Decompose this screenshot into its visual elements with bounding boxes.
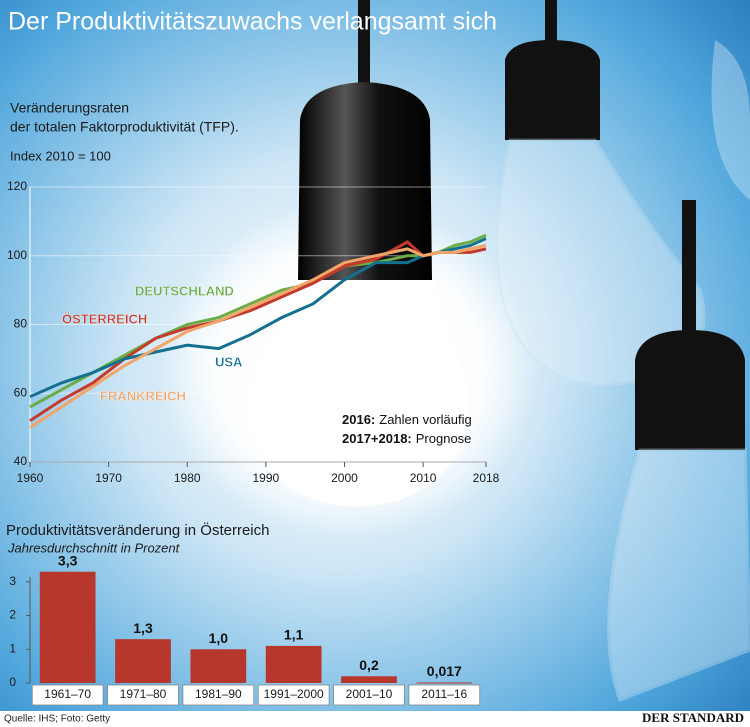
annotation-bold: 2016:: [342, 412, 375, 427]
value-label: 1,1: [284, 627, 304, 643]
bar: [190, 649, 247, 683]
y-tick-label: 3: [9, 574, 16, 588]
annotation-text: Zahlen vorläufig: [379, 412, 472, 427]
category-box: [257, 684, 330, 706]
category-box: [107, 684, 179, 706]
category-box: [408, 684, 481, 706]
y-tick-label: 2: [9, 608, 16, 622]
x-tick-label: 1971–80: [120, 687, 167, 701]
subtitle: der totalen Faktorproduktivität (TFP).: [10, 119, 239, 135]
category-box: [31, 684, 104, 706]
y-tick-label: 1: [9, 641, 16, 655]
source: Quelle: IHS; Foto: Getty: [4, 714, 110, 725]
x-tick-label: 2010: [410, 471, 437, 485]
y-tick-label: 100: [7, 248, 27, 262]
value-label: 0,2: [359, 657, 379, 673]
series-label: ÖSTERREICH: [62, 311, 147, 326]
value-label: 1,3: [133, 620, 153, 636]
annotation: 2016: Zahlen vorläufig: [342, 412, 472, 427]
footer-bar: [0, 711, 750, 727]
x-tick-label: 1970: [95, 471, 122, 485]
axis-label: Index 2010 = 100: [10, 148, 111, 163]
y-tick-label: 80: [14, 317, 28, 331]
bar: [341, 676, 397, 683]
line-series: [29, 243, 487, 429]
annotation-bold: 2017+2018:: [342, 431, 412, 446]
chart-title: Produktivitätsveränderung in Österreich: [6, 521, 269, 539]
x-tick-label: 2011–16: [421, 687, 467, 701]
series-label: DEUTSCHLAND: [135, 283, 234, 298]
x-tick-label: 2018: [473, 471, 500, 485]
series-label: USA: [215, 354, 243, 369]
category-box: [182, 684, 255, 706]
y-tick-label: 0: [9, 675, 16, 689]
bar: [416, 682, 473, 684]
x-tick-label: 1980: [174, 471, 201, 485]
value-label: 3,3: [58, 552, 78, 568]
subtitle: Jahresdurchschnitt in Prozent: [7, 540, 181, 555]
bar: [39, 571, 96, 683]
subtitle: Veränderungsraten: [10, 100, 129, 116]
series-label: FRANKREICH: [100, 388, 186, 403]
chart-title: Der Produktivitätszuwachs verlangsamt si…: [8, 8, 497, 36]
category-box: [333, 684, 405, 706]
x-tick-label: 1960: [17, 471, 44, 485]
x-tick-label: 2001–10: [346, 687, 393, 701]
annotation: 2017+2018: Prognose: [342, 431, 471, 446]
annotation-text: Prognose: [416, 431, 472, 446]
value-label: 1,0: [209, 630, 229, 646]
x-tick-label: 1991–2000: [264, 687, 324, 701]
value-label: 0,017: [427, 663, 462, 679]
y-tick-label: 120: [7, 179, 27, 193]
y-tick-label: 60: [14, 385, 28, 399]
x-tick-label: 1990: [253, 471, 280, 485]
y-tick-label: 40: [14, 454, 28, 468]
x-tick-label: 1981–90: [195, 687, 242, 701]
bulb-illustration: [160, 0, 750, 702]
bar: [115, 639, 171, 683]
x-tick-label: 1961–70: [44, 687, 91, 701]
logo: DER STANDARD: [642, 710, 744, 725]
x-tick-label: 2000: [331, 471, 358, 485]
bar: [265, 645, 322, 683]
